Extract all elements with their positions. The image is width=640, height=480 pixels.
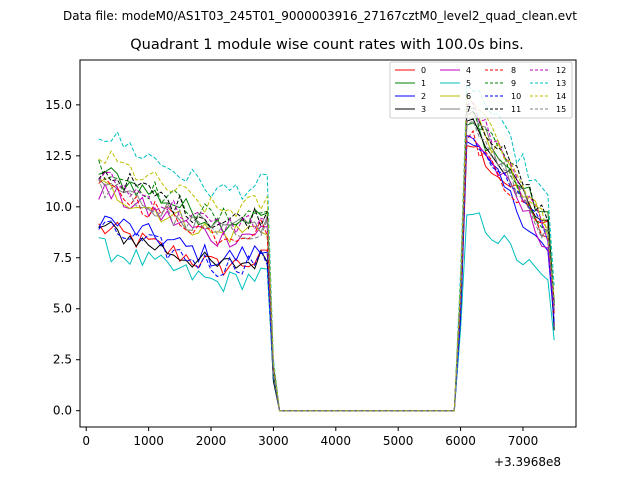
- legend-box: [389, 61, 573, 119]
- y-tick-label: 5.0: [53, 302, 72, 316]
- y-tick-label: 12.5: [45, 149, 72, 163]
- y-tick-label: 15.0: [45, 98, 72, 112]
- legend-label-4: 4: [466, 66, 471, 75]
- legend-label-6: 6: [466, 92, 471, 101]
- legend-label-0: 0: [421, 66, 426, 75]
- legend-label-8: 8: [511, 66, 516, 75]
- x-offset-label: +3.3968e8: [494, 455, 561, 469]
- y-tick-label: 2.5: [53, 353, 72, 367]
- legend-label-10: 10: [511, 92, 521, 101]
- legend-label-12: 12: [556, 66, 566, 75]
- series-line-15: [98, 119, 555, 412]
- legend-label-5: 5: [466, 79, 471, 88]
- axes-frame: [79, 59, 577, 428]
- axes-layer: 0 1000 2000 3000 4000 5000 6000 7000 0.0 2.5 5.0 7.…: [45, 59, 577, 448]
- x-tick-label: 5000: [383, 434, 414, 448]
- x-tick-label: 1000: [133, 434, 164, 448]
- x-tick-label: 6000: [445, 434, 476, 448]
- legend-label-1: 1: [421, 79, 426, 88]
- x-tick-label: 3000: [258, 434, 289, 448]
- legend-label-9: 9: [511, 79, 516, 88]
- y-tick-label: 10.0: [45, 200, 72, 214]
- x-tick-label: 0: [82, 434, 90, 448]
- y-tick-label: 7.5: [53, 251, 72, 265]
- figure-suptitle: Data file: modeM0/AS1T03_245T01_90000039…: [63, 9, 577, 23]
- series-layer: [98, 83, 555, 412]
- y-tick-label: 0.0: [53, 404, 72, 418]
- legend-label-3: 3: [421, 105, 426, 114]
- legend-label-7: 7: [466, 105, 471, 114]
- legend-label-13: 13: [556, 79, 566, 88]
- legend-label-14: 14: [556, 92, 566, 101]
- x-tick-label: 4000: [321, 434, 352, 448]
- x-tick-label: 2000: [196, 434, 227, 448]
- legend-label-11: 11: [511, 105, 521, 114]
- legend-label-15: 15: [556, 105, 566, 114]
- chart-title: Quadrant 1 module wise count rates with …: [130, 37, 524, 53]
- legend-label-2: 2: [421, 92, 426, 101]
- x-tick-label: 7000: [508, 434, 539, 448]
